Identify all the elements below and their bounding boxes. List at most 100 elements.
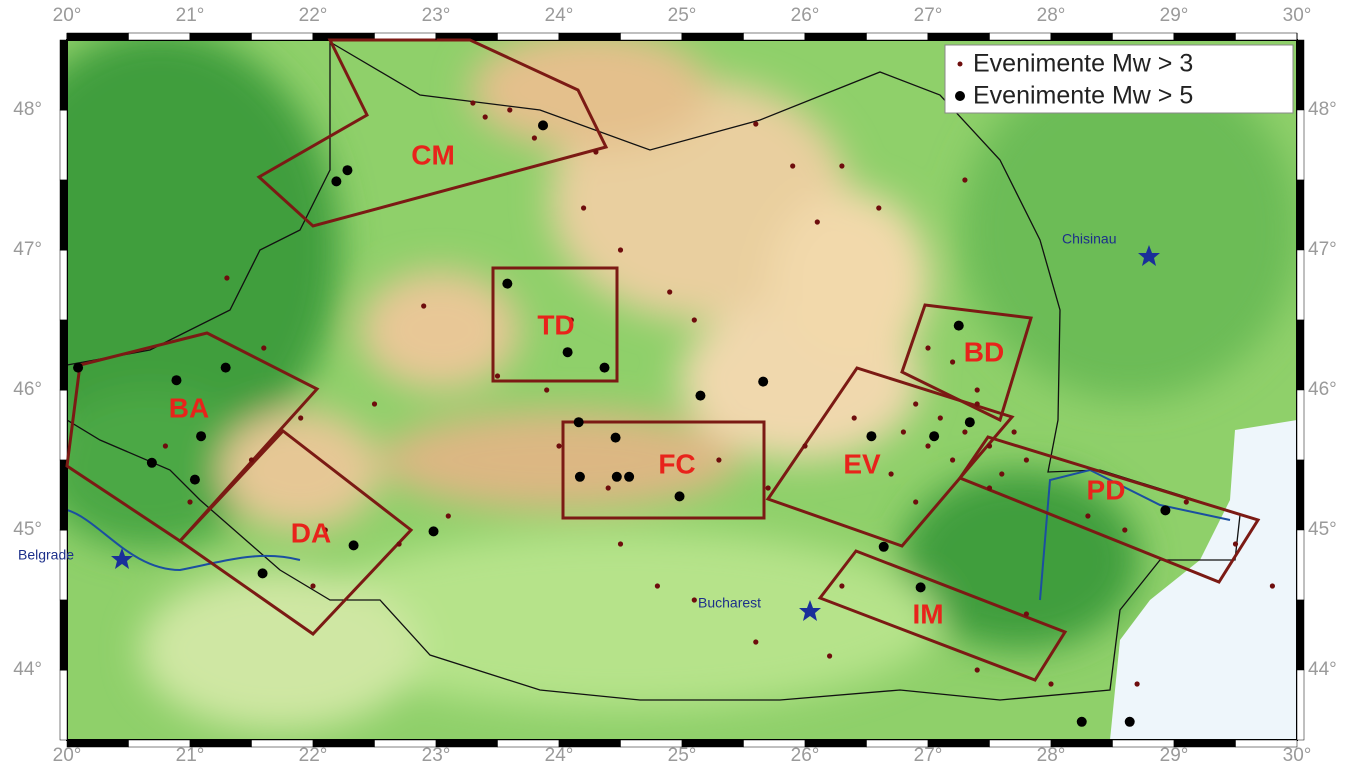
event bbox=[1024, 457, 1029, 462]
event bbox=[716, 457, 721, 462]
frame-segment bbox=[60, 460, 67, 530]
event bbox=[987, 443, 992, 448]
event bbox=[483, 114, 488, 119]
large-event bbox=[929, 431, 939, 441]
event bbox=[692, 597, 697, 602]
y-tick-label: 48° bbox=[1308, 99, 1337, 120]
x-tick-label: 27° bbox=[914, 5, 943, 26]
event bbox=[470, 100, 475, 105]
frame-segment bbox=[60, 600, 67, 670]
event bbox=[618, 541, 623, 546]
large-event bbox=[965, 417, 975, 427]
large-event bbox=[171, 375, 181, 385]
event bbox=[1085, 513, 1090, 518]
y-tick-label: 45° bbox=[1308, 519, 1337, 540]
event bbox=[962, 429, 967, 434]
x-tick-label: 22° bbox=[299, 5, 328, 26]
x-tick-label: 29° bbox=[1160, 745, 1189, 766]
legend-swatch bbox=[958, 62, 963, 67]
frame-segment bbox=[990, 33, 1052, 40]
frame-segment bbox=[928, 33, 990, 40]
large-event bbox=[624, 472, 634, 482]
frame-segment bbox=[1236, 33, 1298, 40]
x-tick-label: 20° bbox=[53, 5, 82, 26]
frame-segment bbox=[129, 33, 191, 40]
large-event bbox=[502, 279, 512, 289]
frame-segment bbox=[60, 40, 67, 110]
event bbox=[766, 485, 771, 490]
frame-segment bbox=[1174, 33, 1236, 40]
large-event bbox=[574, 417, 584, 427]
frame-segment bbox=[60, 670, 67, 740]
event bbox=[1270, 583, 1275, 588]
event bbox=[975, 401, 980, 406]
event bbox=[507, 107, 512, 112]
large-event bbox=[866, 431, 876, 441]
large-event bbox=[538, 120, 548, 130]
event bbox=[950, 359, 955, 364]
frame-segment bbox=[1297, 530, 1304, 600]
x-tick-label: 21° bbox=[176, 745, 205, 766]
event bbox=[1012, 429, 1017, 434]
event bbox=[1233, 541, 1238, 546]
event bbox=[310, 583, 315, 588]
large-event bbox=[190, 475, 200, 485]
event bbox=[987, 485, 992, 490]
zone-label: BA bbox=[169, 392, 209, 423]
event bbox=[372, 401, 377, 406]
event bbox=[802, 443, 807, 448]
zone-label: IM bbox=[912, 598, 943, 629]
x-tick-label: 21° bbox=[176, 5, 205, 26]
x-tick-label: 26° bbox=[791, 5, 820, 26]
large-event bbox=[612, 472, 622, 482]
x-tick-label: 25° bbox=[668, 745, 697, 766]
event bbox=[852, 415, 857, 420]
legend-swatch bbox=[955, 91, 965, 101]
event bbox=[999, 471, 1004, 476]
event bbox=[950, 457, 955, 462]
x-tick-label: 22° bbox=[299, 745, 328, 766]
event bbox=[618, 247, 623, 252]
large-event bbox=[349, 540, 359, 550]
event bbox=[925, 443, 930, 448]
y-tick-label: 47° bbox=[13, 239, 42, 260]
event bbox=[938, 415, 943, 420]
event bbox=[249, 457, 254, 462]
zone-label: CM bbox=[411, 139, 455, 170]
event bbox=[163, 443, 168, 448]
zone-label: EV bbox=[843, 448, 881, 479]
large-event bbox=[611, 433, 621, 443]
city-label: Bucharest bbox=[698, 595, 761, 611]
frame-segment bbox=[1297, 180, 1304, 250]
event bbox=[187, 499, 192, 504]
event bbox=[753, 121, 758, 126]
zone-label: DA bbox=[291, 517, 331, 548]
frame-segment bbox=[682, 33, 744, 40]
legend: Evenimente Mw > 3 Evenimente Mw > 5 bbox=[945, 45, 1293, 113]
zone-label: PD bbox=[1087, 474, 1126, 505]
x-tick-label: 24° bbox=[545, 5, 574, 26]
frame-segment bbox=[1297, 390, 1304, 460]
event bbox=[876, 205, 881, 210]
legend-label: Evenimente Mw > 3 bbox=[973, 50, 1193, 78]
event bbox=[421, 303, 426, 308]
large-event bbox=[331, 176, 341, 186]
y-tick-label: 45° bbox=[13, 519, 42, 540]
event bbox=[1122, 527, 1127, 532]
zone-label: BD bbox=[964, 336, 1004, 367]
large-event bbox=[600, 363, 610, 373]
y-tick-label: 46° bbox=[1308, 379, 1337, 400]
frame-segment bbox=[1113, 33, 1175, 40]
zone-label: TD bbox=[537, 309, 574, 340]
large-event bbox=[196, 431, 206, 441]
frame-segment bbox=[559, 33, 621, 40]
event bbox=[913, 499, 918, 504]
event bbox=[446, 513, 451, 518]
event bbox=[1048, 681, 1053, 686]
x-tick-label: 30° bbox=[1283, 5, 1312, 26]
event bbox=[975, 667, 980, 672]
event bbox=[667, 289, 672, 294]
large-event bbox=[258, 568, 268, 578]
large-event bbox=[954, 321, 964, 331]
event bbox=[827, 653, 832, 658]
